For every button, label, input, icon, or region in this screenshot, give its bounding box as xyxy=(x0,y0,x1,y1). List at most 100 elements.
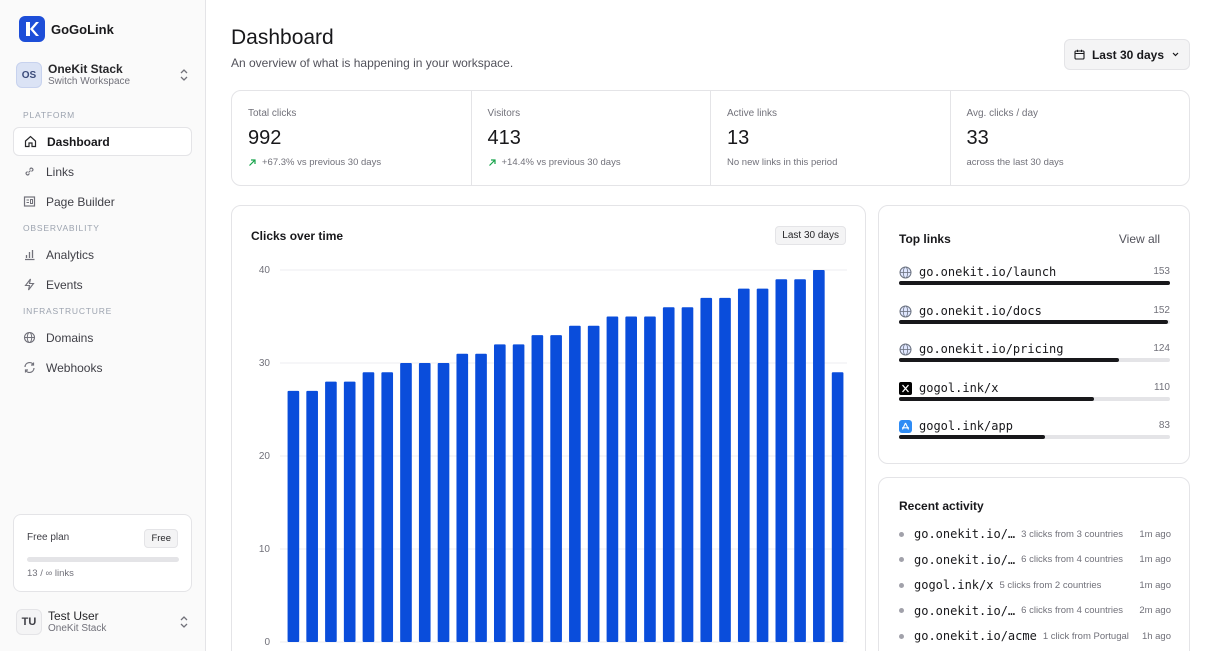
chart-bar[interactable] xyxy=(287,390,300,642)
sidebar-item-page-builder[interactable]: Page Builder xyxy=(13,187,192,216)
stat-avg-clicks: Avg. clicks / day 33 across the last 30 … xyxy=(951,91,1190,185)
plan-usage-bar xyxy=(27,557,179,562)
activity-item[interactable]: go.onekit.io/acme 1 click from Portugal 1h… xyxy=(899,628,1171,644)
workspace-switcher[interactable]: OS OneKit Stack Switch Workspace xyxy=(13,58,193,92)
top-link-name: go.onekit.io/pricing xyxy=(919,342,1064,356)
view-all-link[interactable]: View all xyxy=(1118,232,1160,246)
chart-bar[interactable] xyxy=(362,372,375,642)
zap-icon xyxy=(23,278,36,291)
workspace-avatar: OS xyxy=(16,62,42,88)
bullet-dot xyxy=(899,531,904,537)
top-link-bar xyxy=(899,435,1170,439)
activity-link: go.onekit.io/… xyxy=(914,603,1016,618)
user-menu[interactable]: TU Test User OneKit Stack xyxy=(13,605,193,639)
chart-bar[interactable] xyxy=(437,363,450,642)
chart-bar[interactable] xyxy=(794,279,806,642)
chart-bar[interactable] xyxy=(700,297,713,642)
sidebar-item-analytics[interactable]: Analytics xyxy=(13,240,192,269)
chart-bar[interactable] xyxy=(512,344,525,642)
top-link-count: 83 xyxy=(1158,420,1170,431)
chart-title: Clicks over time xyxy=(251,229,344,243)
top-link-row[interactable]: go.onekit.io/docs 152 xyxy=(899,303,1170,335)
chart-bar[interactable] xyxy=(550,335,562,642)
chart-bar[interactable] xyxy=(775,279,788,642)
chart-bar[interactable] xyxy=(531,335,544,642)
chart-bar[interactable] xyxy=(569,325,581,642)
activity-link: go.onekit.io/… xyxy=(914,552,1016,567)
chart-bar[interactable] xyxy=(737,288,750,642)
chart-bar[interactable] xyxy=(681,307,694,642)
top-link-row[interactable]: gogol.ink/x 110 xyxy=(899,381,1170,412)
chevron-up-down-icon xyxy=(180,69,188,81)
chart-bar[interactable] xyxy=(381,372,394,642)
top-link-row[interactable]: gogol.ink/app 83 xyxy=(899,419,1170,450)
top-link-name: go.onekit.io/launch xyxy=(919,265,1057,279)
x-logo-icon xyxy=(899,381,912,395)
chart-bar[interactable] xyxy=(662,307,675,642)
activity-item[interactable]: go.onekit.io/… 3 clicks from 3 countries 1… xyxy=(899,526,1171,542)
top-link-count: 124 xyxy=(1153,343,1170,354)
chart-bar[interactable] xyxy=(306,390,318,642)
stat-value: 13 xyxy=(727,127,750,149)
activity-item[interactable]: go.onekit.io/… 6 clicks from 4 countries 2… xyxy=(899,603,1171,619)
chart-bar[interactable] xyxy=(325,381,337,642)
y-tick-label: 0 xyxy=(264,637,270,648)
link-icon xyxy=(23,165,36,178)
activity-link: go.onekit.io/acme xyxy=(914,629,1037,643)
top-link-row[interactable]: go.onekit.io/pricing 124 xyxy=(899,342,1170,373)
chart-bar[interactable] xyxy=(756,288,769,642)
chart-bar[interactable] xyxy=(587,325,600,642)
chart-bar[interactable] xyxy=(719,297,731,642)
activity-description: 6 clicks from 4 countries xyxy=(1021,605,1124,616)
sidebar-item-domains[interactable]: Domains xyxy=(13,323,192,352)
y-tick-label: 40 xyxy=(259,265,271,276)
y-tick-label: 20 xyxy=(259,451,271,462)
brand[interactable]: GoGoLink xyxy=(19,16,114,42)
stat-note: +67.3% vs previous 30 days xyxy=(262,157,382,168)
top-link-bar-fill xyxy=(899,358,1119,362)
clicks-bar-chart: 0 10 20 30 40 xyxy=(259,265,847,648)
activity-time: 1m ago xyxy=(1139,554,1171,565)
top-link-name: go.onekit.io/docs xyxy=(919,303,1042,318)
globe-icon xyxy=(899,266,912,279)
chart-bar[interactable] xyxy=(343,381,356,642)
stat-value: 33 xyxy=(966,127,989,149)
sidebar-item-label: Links xyxy=(46,164,75,179)
activity-item[interactable]: go.onekit.io/… 6 clicks from 4 countries 1… xyxy=(899,552,1171,568)
chart-bar[interactable] xyxy=(418,363,431,642)
chart-bar[interactable] xyxy=(400,363,412,642)
sidebar-item-links[interactable]: Links xyxy=(13,157,192,186)
chart-bar[interactable] xyxy=(813,270,825,642)
page-subtitle: An overview of what is happening in your… xyxy=(231,56,514,70)
stat-note-row: +67.3% vs previous 30 days xyxy=(248,157,381,168)
chart-bar[interactable] xyxy=(493,344,506,642)
recent-activity-card: Recent activity go.onekit.io/… 3 clicks f… xyxy=(878,477,1190,651)
top-link-bar xyxy=(899,319,1170,324)
sidebar-item-dashboard[interactable]: Dashboard xyxy=(13,127,192,156)
activity-item[interactable]: gogol.ink/x 5 clicks from 2 countries 1m a… xyxy=(899,577,1171,593)
bullet-dot xyxy=(899,557,904,562)
home-icon xyxy=(24,135,37,148)
chart-bar[interactable] xyxy=(831,372,844,642)
chart-bar[interactable] xyxy=(475,353,487,642)
top-link-row[interactable]: go.onekit.io/launch 153 xyxy=(899,265,1170,296)
app-store-icon xyxy=(899,420,912,433)
avatar: TU xyxy=(16,609,42,635)
chart-bar[interactable] xyxy=(625,316,638,643)
top-link-count: 153 xyxy=(1153,266,1170,277)
activity-time: 2m ago xyxy=(1139,605,1171,616)
sidebar-item-events[interactable]: Events xyxy=(13,270,192,299)
sidebar-item-webhooks[interactable]: Webhooks xyxy=(13,353,192,382)
top-link-name: gogol.ink/app xyxy=(919,419,1013,433)
stat-value: 413 xyxy=(487,127,521,149)
globe-icon xyxy=(899,343,912,356)
top-link-bar xyxy=(899,396,1170,401)
chart-bar[interactable] xyxy=(644,316,656,643)
top-link-count: 110 xyxy=(1154,381,1170,393)
app-name: GoGoLink xyxy=(51,21,114,37)
chart-bar[interactable] xyxy=(456,353,469,642)
brand-logo xyxy=(19,16,45,42)
sidebar-item-label: Domains xyxy=(46,330,94,345)
chart-bar[interactable] xyxy=(606,316,619,643)
date-range-button[interactable]: Last 30 days xyxy=(1064,39,1190,70)
